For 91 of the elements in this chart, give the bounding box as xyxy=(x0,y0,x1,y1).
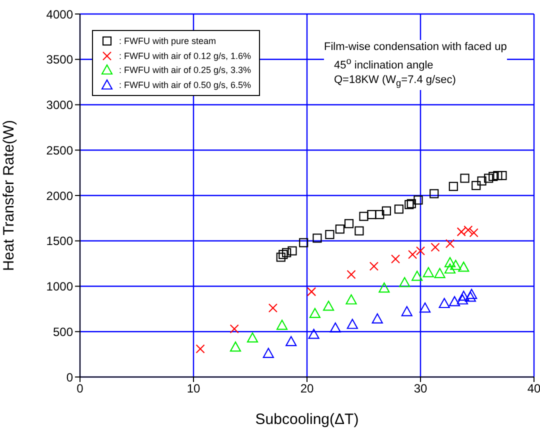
point xyxy=(346,294,357,304)
point xyxy=(306,287,316,296)
point xyxy=(230,342,242,352)
point xyxy=(359,212,368,221)
point xyxy=(488,172,498,181)
point xyxy=(230,324,239,334)
point xyxy=(434,268,446,278)
point xyxy=(449,296,460,306)
point xyxy=(419,302,431,313)
y-tick-label: 3000 xyxy=(46,98,74,112)
point xyxy=(312,234,322,243)
point xyxy=(416,246,426,256)
point xyxy=(246,332,258,343)
point xyxy=(346,270,356,280)
point xyxy=(422,267,434,278)
y-tick-label: 2000 xyxy=(46,188,74,203)
point xyxy=(430,189,439,198)
y-tick-label: 4000 xyxy=(46,7,74,22)
y-tick-label: 1000 xyxy=(46,280,74,294)
point xyxy=(466,288,478,299)
point xyxy=(375,210,384,220)
point xyxy=(299,238,308,248)
point xyxy=(346,318,358,329)
point xyxy=(367,210,376,220)
point xyxy=(469,228,478,238)
x-tick-label: 30 xyxy=(414,382,428,396)
point xyxy=(456,294,468,304)
point xyxy=(372,313,383,324)
point xyxy=(369,262,379,271)
point xyxy=(390,254,400,264)
point xyxy=(335,224,344,234)
point xyxy=(406,199,416,208)
point xyxy=(414,195,423,205)
y-tick-label: 3500 xyxy=(46,52,74,67)
y-tick-label: 1500 xyxy=(46,234,74,248)
point xyxy=(344,219,354,228)
point xyxy=(430,242,440,252)
point xyxy=(404,200,414,210)
y-tick-label: 500 xyxy=(52,324,74,339)
point xyxy=(493,170,502,180)
point xyxy=(394,204,404,214)
point xyxy=(484,174,494,183)
point xyxy=(382,206,391,216)
point xyxy=(401,306,412,316)
x-tick-label: 0 xyxy=(76,382,84,396)
annotation: Q=18KW (W$_{g}$=7.4 g/sec) xyxy=(334,72,457,90)
x-tick-label: 10 xyxy=(186,382,200,396)
point xyxy=(308,328,320,339)
x-axis-title: Subcooling(ΔT) xyxy=(255,411,359,428)
point xyxy=(477,176,486,186)
legend-label: : FWFU with air of 0.25 g/s, 3.3% xyxy=(119,64,252,77)
point xyxy=(458,290,470,301)
point xyxy=(196,344,205,354)
point xyxy=(354,226,364,236)
point xyxy=(282,248,292,258)
point xyxy=(472,180,481,190)
point xyxy=(445,239,455,248)
legend-label: : FWFU with pure steam xyxy=(119,35,216,48)
point xyxy=(444,257,456,268)
point xyxy=(444,263,456,274)
y-tick-label: 2500 xyxy=(46,143,74,158)
point xyxy=(408,250,418,260)
point xyxy=(448,182,458,191)
point xyxy=(378,282,390,293)
legend-label: : FWFU with air of 0.12 g/s, 1.6% xyxy=(119,50,252,63)
point xyxy=(464,292,476,302)
point xyxy=(460,174,470,183)
y-axis-title: Heat Transfer Rate(W) xyxy=(0,120,18,271)
annotation: Film-wise condensation with faced up xyxy=(324,40,507,54)
point xyxy=(286,336,297,346)
point xyxy=(330,322,341,333)
point xyxy=(450,260,462,270)
point xyxy=(412,270,423,281)
point xyxy=(323,300,334,311)
point xyxy=(288,246,297,256)
point xyxy=(498,170,507,180)
point xyxy=(399,277,410,288)
point xyxy=(325,230,334,240)
point xyxy=(262,348,274,358)
point xyxy=(268,303,278,313)
legend-label: : FWFU with air of 0.50 g/s, 6.5% xyxy=(119,78,252,92)
point xyxy=(276,320,288,330)
x-tick-label: 20 xyxy=(300,382,314,396)
point xyxy=(276,252,286,262)
point xyxy=(458,262,470,272)
y-tick-label: 0 xyxy=(66,370,74,384)
point xyxy=(309,308,320,318)
point xyxy=(278,250,288,260)
point xyxy=(438,298,450,308)
x-tick-label: 40 xyxy=(527,382,540,396)
annotation: 45$^{o}$ inclination angle xyxy=(334,55,434,73)
